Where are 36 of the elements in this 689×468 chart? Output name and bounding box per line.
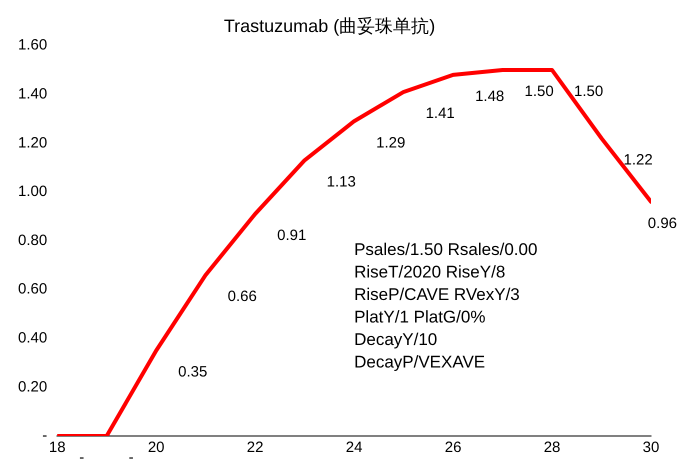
x-tick-label: 28 xyxy=(544,439,560,456)
data-label: 0.66 xyxy=(228,288,257,306)
x-tick-label: 18 xyxy=(48,439,66,456)
x-tick-label: 26 xyxy=(444,439,462,456)
data-label: 0.91 xyxy=(277,227,306,244)
x-tick-label: 20 xyxy=(148,439,165,456)
y-tick-label: 0.60 xyxy=(18,280,48,298)
chart-title: Trastuzumab (曲妥珠单抗) xyxy=(224,16,436,36)
data-label: 1.50 xyxy=(524,83,554,100)
y-tick-label: 0.20 xyxy=(18,378,48,396)
y-tick-label: 1.40 xyxy=(18,86,48,103)
x-tick-label: 30 xyxy=(642,439,660,456)
data-label: - xyxy=(79,449,84,466)
annotation: Psales/1.50 Rsales/0.00 xyxy=(354,240,538,260)
y-tick-label: 1.20 xyxy=(18,134,48,152)
data-label: 1.29 xyxy=(376,134,406,152)
data-label: 1.48 xyxy=(475,88,504,106)
y-tick-label: 0.80 xyxy=(18,232,48,249)
data-label: 0.35 xyxy=(178,364,208,381)
y-tick-label: 1.00 xyxy=(18,183,48,200)
data-label: 1.41 xyxy=(426,105,455,122)
annotation: PlatY/1 PlatG/0% xyxy=(354,308,486,327)
data-label: 1.22 xyxy=(624,151,653,168)
y-tick-label: - xyxy=(42,427,48,444)
data-label: 1.50 xyxy=(574,83,604,100)
x-tick-label: 22 xyxy=(246,439,264,456)
y-tick-label: 0.40 xyxy=(18,330,48,347)
annotation: RiseP/CAVE RVexY/3 xyxy=(354,285,520,304)
annotation: DecayY/10 xyxy=(354,330,438,350)
annotation: RiseT/2020 RiseY/8 xyxy=(354,262,506,282)
annotation: DecayP/VEXAVE xyxy=(354,352,486,372)
data-label: - xyxy=(128,449,134,466)
x-tick-label: 24 xyxy=(346,439,362,456)
data-label: 0.96 xyxy=(648,214,678,232)
data-label: 1.13 xyxy=(326,173,356,190)
y-tick-label: 1.60 xyxy=(18,36,48,54)
